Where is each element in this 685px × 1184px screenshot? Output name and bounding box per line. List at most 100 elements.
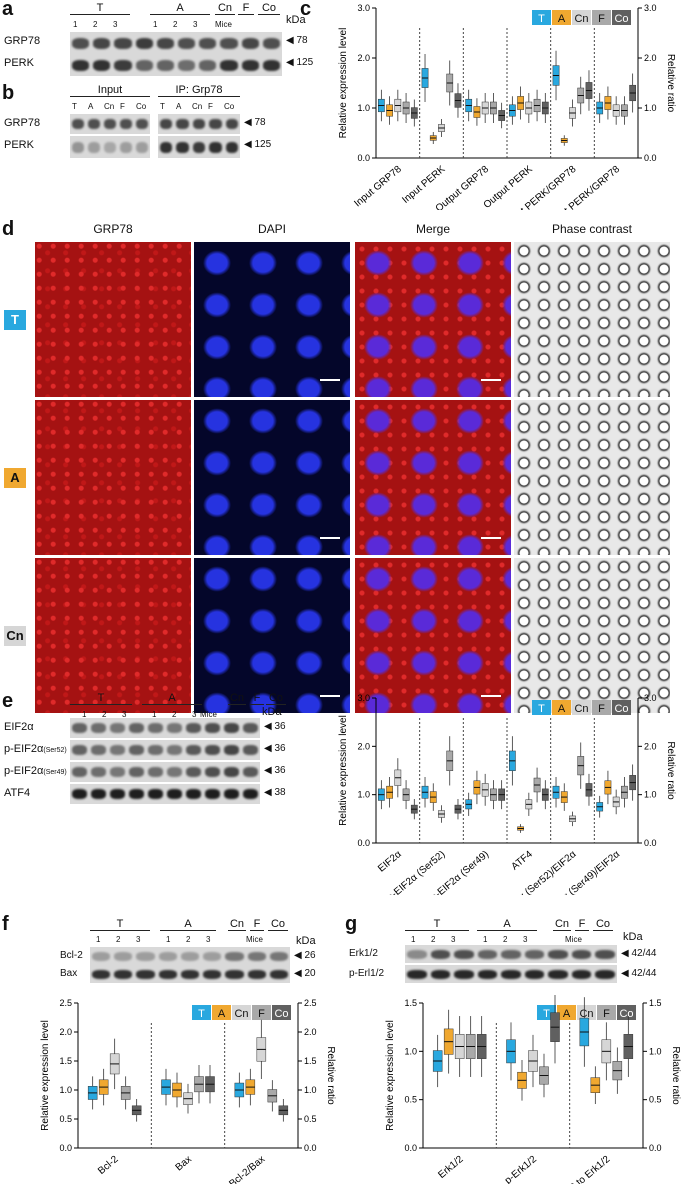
lane-number: 2 bbox=[173, 20, 178, 29]
blot-band bbox=[407, 969, 427, 979]
legend-label: F bbox=[258, 1008, 265, 1020]
blot-band bbox=[430, 969, 451, 979]
y-tick-label: 3.0 bbox=[357, 693, 370, 703]
lane-label: T bbox=[160, 102, 165, 111]
blot-strip bbox=[70, 114, 150, 134]
blot-band bbox=[241, 37, 259, 49]
category-label: Input GRP78 bbox=[352, 164, 404, 210]
blot-band bbox=[104, 119, 116, 129]
scale-bar bbox=[481, 537, 501, 539]
blot-band bbox=[176, 119, 189, 129]
blot-band bbox=[114, 37, 132, 49]
category-label: ATF4 bbox=[510, 849, 536, 873]
blot-band bbox=[178, 59, 196, 71]
group-header: T bbox=[405, 918, 469, 931]
y-tick-label: 1.5 bbox=[59, 1056, 72, 1066]
y2-axis-title: Relative ratio bbox=[665, 741, 676, 800]
blot-band bbox=[136, 969, 155, 979]
blot-band bbox=[180, 951, 200, 961]
category-label: p-Erk1/2 to Erk1/2 bbox=[543, 1154, 612, 1184]
blot-band bbox=[180, 969, 200, 979]
blot-strip bbox=[70, 54, 282, 76]
blot-band bbox=[120, 119, 132, 129]
blot-band bbox=[148, 723, 163, 733]
scale-bar bbox=[481, 695, 501, 697]
band-label: p-EIF2α(Ser52) bbox=[4, 743, 67, 755]
blot-band bbox=[454, 949, 474, 959]
group-header: A bbox=[142, 692, 202, 705]
legend-swatch bbox=[532, 10, 551, 25]
blot-band bbox=[114, 969, 133, 979]
lane-number: 3 bbox=[192, 710, 197, 719]
group-header: T bbox=[90, 918, 150, 931]
legend-swatch bbox=[232, 1005, 251, 1020]
lane-number: 1 bbox=[96, 935, 101, 944]
blot-band bbox=[167, 789, 182, 799]
kda-value: ◀ 36 bbox=[264, 743, 286, 754]
lane-label: F bbox=[120, 102, 125, 111]
blot-band bbox=[129, 745, 144, 755]
y2-axis-title: Relative ratio bbox=[670, 1046, 681, 1105]
band-label: Erk1/2 bbox=[349, 948, 378, 959]
lane-number: 2 bbox=[503, 935, 508, 944]
panel-label-a: a bbox=[2, 0, 14, 20]
blot-band bbox=[72, 37, 90, 49]
y-tick-label: 2.0 bbox=[357, 741, 370, 751]
band-label: Bcl-2 bbox=[60, 950, 83, 961]
legend-swatch bbox=[612, 700, 631, 715]
y-tick-label: 0.5 bbox=[59, 1114, 72, 1124]
legend-label: Cn bbox=[234, 1008, 248, 1020]
mice-label: Mice bbox=[200, 710, 217, 719]
panel-label-d: d bbox=[2, 218, 15, 240]
scale-bar bbox=[481, 379, 501, 381]
y-tick-label: 2.5 bbox=[59, 998, 72, 1008]
blot-band bbox=[135, 59, 153, 71]
mice-label: Mice bbox=[215, 20, 232, 29]
blot-band bbox=[224, 789, 239, 799]
blot-band bbox=[269, 969, 288, 979]
kda-value: ◀ 42/44 bbox=[621, 948, 657, 959]
blot-band bbox=[135, 37, 153, 49]
blot-strip bbox=[158, 136, 240, 158]
band-label: PERK bbox=[4, 57, 34, 69]
blot-band bbox=[88, 141, 100, 153]
input-header: Input bbox=[70, 84, 150, 97]
y-axis-title: Relative expression level bbox=[385, 1020, 396, 1131]
blot-band bbox=[225, 119, 238, 129]
y2-tick-label: 0.5 bbox=[304, 1114, 317, 1124]
dapi-image bbox=[194, 400, 350, 555]
blot-band bbox=[220, 59, 238, 71]
blot-band bbox=[262, 37, 280, 49]
group-header: A bbox=[160, 918, 216, 931]
lane-number: 3 bbox=[451, 935, 456, 944]
lane-label: Cn bbox=[192, 102, 203, 111]
category-label: p-EIF2α (Ser52)/EIF2α bbox=[494, 849, 579, 895]
blot-band bbox=[224, 723, 239, 733]
legend-swatch bbox=[272, 1005, 291, 1020]
group-header: Co bbox=[258, 2, 280, 15]
merge-image bbox=[355, 242, 511, 397]
band-label: EIF2α bbox=[4, 721, 34, 733]
blot-band bbox=[548, 969, 568, 979]
legend-label: T bbox=[198, 1008, 205, 1020]
blot-band bbox=[571, 949, 592, 959]
column-title: GRP78 bbox=[93, 222, 133, 236]
blot-band bbox=[595, 949, 615, 959]
mice-label: Mice bbox=[246, 935, 263, 944]
band-label: ATF4 bbox=[4, 787, 31, 799]
blot-band bbox=[72, 59, 90, 71]
legend-swatch bbox=[592, 10, 611, 25]
y2-tick-label: 3.0 bbox=[644, 3, 657, 13]
lane-number: 1 bbox=[153, 20, 158, 29]
blot-band bbox=[209, 141, 222, 153]
blot-band bbox=[72, 723, 87, 733]
group-header: Cn bbox=[228, 918, 246, 931]
phase-contrast-image bbox=[514, 242, 670, 397]
blot-band bbox=[199, 37, 217, 49]
y2-tick-label: 0.0 bbox=[304, 1143, 317, 1153]
blot-strip bbox=[158, 114, 240, 134]
y-tick-label: 1.0 bbox=[59, 1085, 72, 1095]
blot-band bbox=[501, 969, 521, 979]
blot-band bbox=[120, 141, 132, 153]
blot-band bbox=[156, 59, 174, 71]
